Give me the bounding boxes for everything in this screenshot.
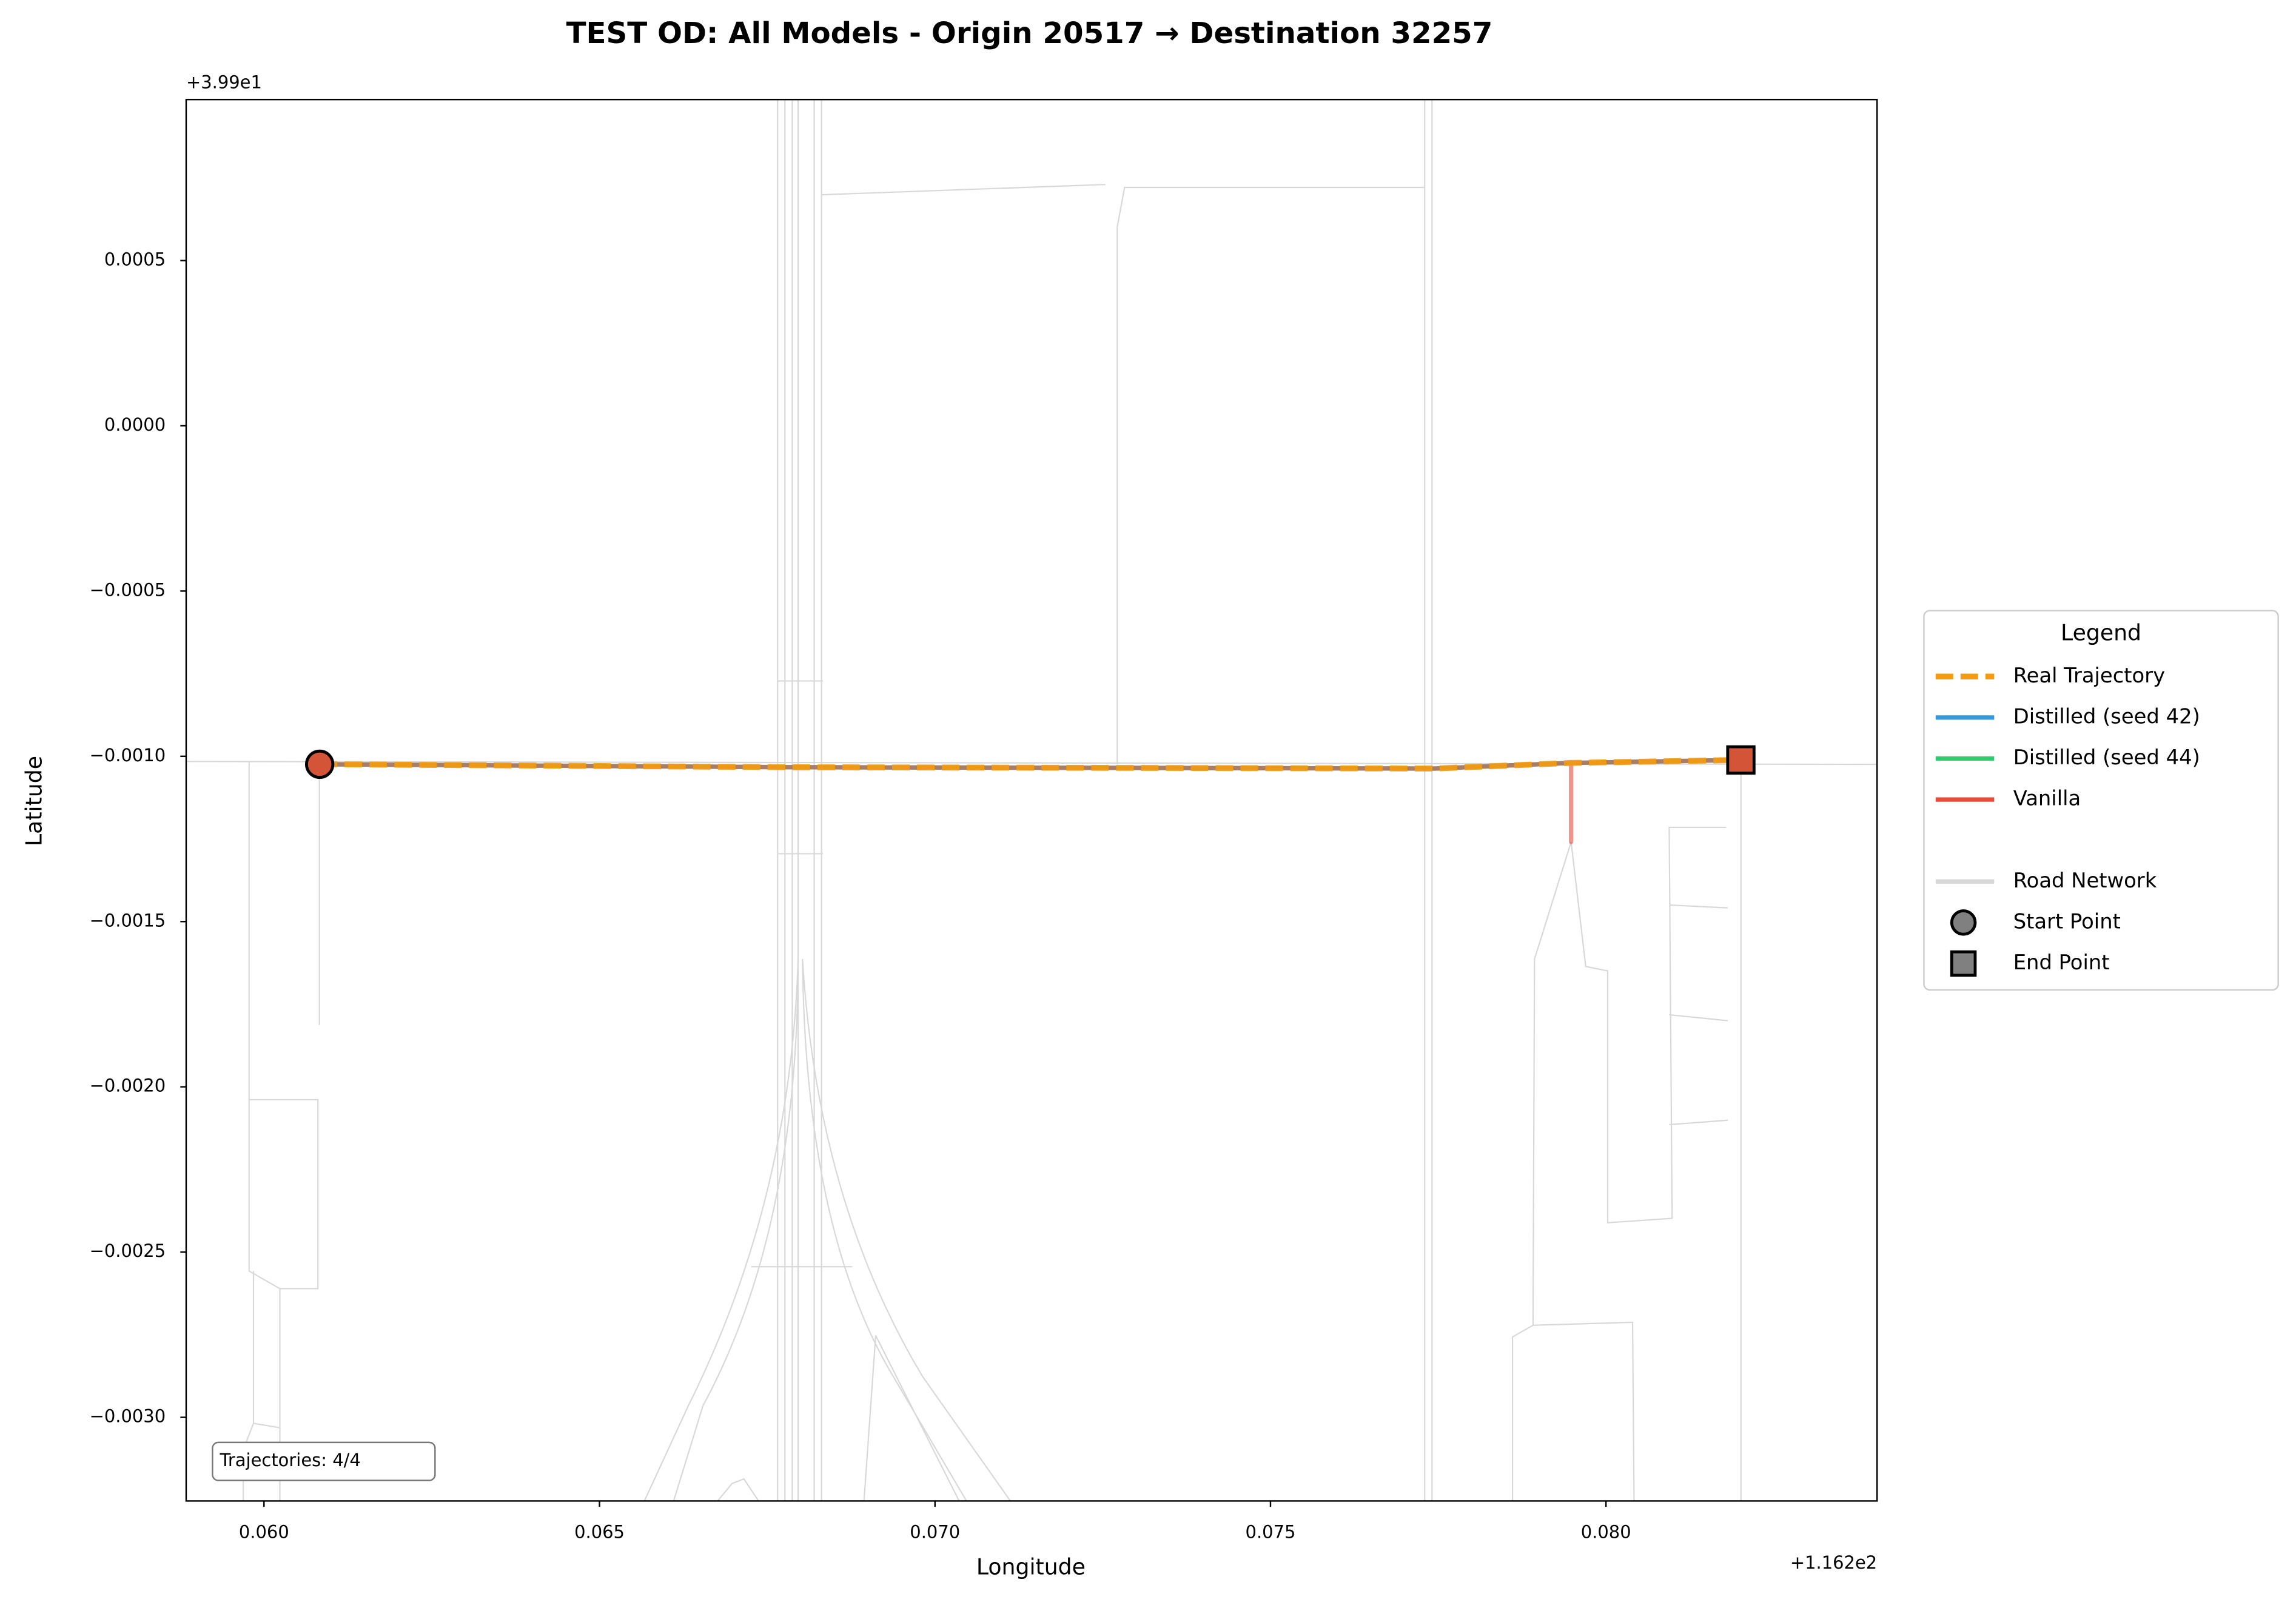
legend-label: Real Trajectory: [2013, 664, 2165, 687]
legend-label: Road Network: [2013, 869, 2157, 892]
annotation: Trajectories: 4/4: [219, 1450, 360, 1470]
road: [643, 959, 799, 1501]
x-offset-label: +1.162e2: [1790, 1552, 1877, 1573]
legend-swatch: [1950, 950, 1977, 977]
y-tick-label: −0.0025: [90, 1240, 166, 1261]
road: [1669, 1014, 1728, 1021]
annotation-box: [212, 1441, 436, 1481]
road: [1669, 904, 1728, 909]
legend-label: Distilled (seed 44): [2013, 745, 2200, 769]
road: [717, 1478, 759, 1501]
legend-label: Start Point: [2013, 909, 2121, 933]
x-tick-label: 0.070: [910, 1522, 960, 1543]
legend-title: Legend: [2061, 619, 2141, 645]
trajectory-line: [320, 756, 1741, 772]
y-tick-label: −0.0015: [90, 910, 166, 931]
x-tick-label: 0.065: [574, 1522, 625, 1543]
start-point: [304, 749, 335, 779]
x-tick-label: 0.075: [1246, 1522, 1296, 1543]
road: [1570, 826, 1727, 1223]
legend-swatch: [1950, 909, 1977, 936]
legend-label: End Point: [2013, 951, 2110, 974]
y-axis-label: Latitude: [21, 756, 47, 846]
y-tick-label: −0.0005: [90, 579, 166, 600]
legend: Legend Real Trajectory Distilled (seed 42)…: [1923, 610, 2279, 991]
legend-label: Vanilla: [2013, 787, 2081, 810]
road: [673, 959, 799, 1501]
road: [248, 1099, 280, 1290]
y-tick-label: 0.0005: [104, 249, 166, 270]
y-offset-label: +3.99e1: [186, 72, 262, 93]
plot-area: [304, 745, 1756, 844]
road: [875, 1335, 960, 1501]
road: [1669, 1119, 1728, 1126]
x-tick-label: 0.060: [239, 1522, 289, 1543]
road: [248, 761, 319, 1501]
road: [802, 959, 1011, 1501]
y-tick-label: −0.0020: [90, 1075, 166, 1096]
legend-label: Distilled (seed 42): [2013, 704, 2200, 728]
road: [821, 184, 1106, 196]
end-point: [1726, 745, 1756, 775]
y-tick-label: −0.0010: [90, 745, 166, 766]
legend-box: [1923, 610, 2279, 991]
axes-frame: [185, 98, 1878, 1502]
y-tick-label: −0.0030: [90, 1406, 166, 1427]
road: [863, 1335, 877, 1501]
x-axis-label: Longitude: [976, 1553, 1086, 1580]
y-tick-label: 0.0000: [104, 414, 166, 435]
road: [1116, 186, 1425, 765]
road-network: [186, 99, 1878, 1501]
road: [1532, 1321, 1635, 1501]
chart-title: TEST OD: All Models - Origin 20517 → Des…: [566, 16, 1493, 50]
x-tick-label: 0.080: [1581, 1522, 1631, 1543]
